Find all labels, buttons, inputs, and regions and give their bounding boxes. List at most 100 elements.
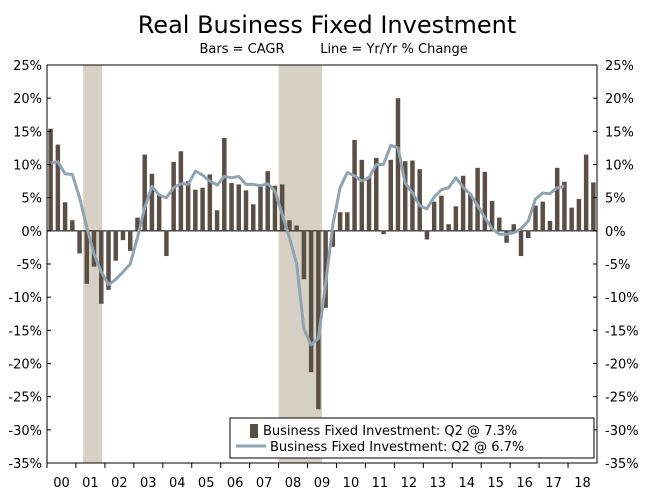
- bar-q1: [48, 128, 53, 231]
- bar-q2: [55, 144, 61, 231]
- recession-band-2: [278, 65, 322, 463]
- y-tick-right-label: -5%: [605, 258, 630, 273]
- bar-q29: [251, 204, 256, 231]
- x-tick-label: 15: [487, 476, 504, 491]
- bar-q69: [540, 201, 545, 231]
- bar-q34: [287, 220, 292, 231]
- y-tick-right-label: 20%: [605, 92, 634, 107]
- line-series: [50, 143, 565, 347]
- y-tick-left-label: 15%: [13, 125, 42, 140]
- x-axis: 00 01 02 03 04 05 06 07 08 09 10 11 12 13 14 15 16 17 18: [46, 463, 591, 491]
- y-tick-left-label: 25%: [13, 59, 42, 74]
- bar-q41: [337, 212, 343, 231]
- y-tick-right-label: -30%: [605, 424, 639, 439]
- bar-q14: [142, 154, 147, 231]
- y-tick-right-label: -15%: [605, 324, 639, 339]
- bar-q44: [359, 159, 365, 231]
- x-tick-label: 13: [430, 476, 447, 491]
- y-tick-left-label: -10%: [8, 291, 42, 306]
- x-tick-label: 07: [256, 476, 273, 491]
- bar-q19: [178, 151, 184, 231]
- bar-q18: [171, 161, 176, 231]
- bar-q50: [402, 161, 408, 231]
- bar-q47: [381, 230, 386, 235]
- y-tick-left-label: -5%: [17, 258, 42, 273]
- bar-q27: [236, 184, 242, 231]
- bar-q74: [576, 198, 582, 231]
- bar-q15: [149, 173, 155, 231]
- bar-q48: [388, 159, 393, 231]
- bar-q54: [431, 201, 437, 231]
- bar-q3: [62, 202, 68, 231]
- y-tick-left-label: 10%: [13, 159, 42, 174]
- x-tick-label: 17: [545, 476, 562, 491]
- y-tick-left-label: 20%: [13, 92, 42, 107]
- bar-q31: [265, 171, 270, 231]
- bar-q67: [526, 230, 531, 239]
- bar-q21: [193, 189, 198, 231]
- bar-q63: [497, 217, 502, 231]
- x-tick-label: 04: [169, 476, 186, 491]
- bar-q55: [439, 195, 444, 231]
- bar-q12: [127, 230, 133, 251]
- x-tick-label: 14: [458, 476, 475, 491]
- yoy-line: [50, 143, 565, 347]
- y-axis-right: 25% 20% 15% 10% 5% 0% -5% -10% -15% -20% -25% -30% -…: [593, 59, 639, 472]
- bar-q64: [504, 230, 509, 243]
- y-tick-right-label: 0%: [605, 225, 626, 240]
- bar-q40: [330, 230, 336, 247]
- y-tick-right-label: -20%: [605, 358, 639, 373]
- bar-q30: [258, 186, 263, 231]
- x-tick-label: 11: [372, 476, 389, 491]
- bar-q22: [200, 187, 205, 231]
- x-tick-label: 05: [198, 476, 215, 491]
- bar-q35: [294, 225, 299, 231]
- bar-q59: [468, 194, 473, 231]
- bar-q65: [511, 224, 517, 231]
- bar-q45: [366, 176, 372, 231]
- bar-q28: [243, 190, 249, 231]
- legend-box: [229, 417, 595, 459]
- y-tick-right-label: -35%: [605, 457, 639, 472]
- y-tick-left-label: 5%: [21, 192, 42, 207]
- x-tick-label: 10: [343, 476, 360, 491]
- bar-q71: [554, 167, 560, 231]
- bar-q68: [533, 205, 538, 231]
- bar-q5: [77, 230, 82, 254]
- bar-q36: [301, 230, 307, 280]
- bar-q9: [106, 230, 111, 290]
- chart-title: Real Business Fixed Investment: [138, 11, 517, 39]
- y-tick-right-label: 25%: [605, 59, 634, 74]
- y-tick-left-label: -35%: [8, 457, 42, 472]
- bar-q33: [279, 184, 285, 231]
- bar-q32: [272, 185, 278, 231]
- bar-q4: [70, 220, 75, 231]
- bar-q76: [591, 182, 596, 231]
- bar-q39: [323, 230, 328, 308]
- bar-q11: [120, 230, 126, 241]
- legend-bar-swatch: [250, 424, 258, 438]
- y-tick-left-label: -30%: [8, 424, 42, 439]
- y-tick-left-label: -15%: [8, 324, 42, 339]
- bar-q58: [460, 175, 466, 231]
- bar-q20: [185, 181, 191, 231]
- bar-q73: [569, 207, 574, 231]
- bar-q38: [316, 230, 321, 410]
- bar-q16: [156, 195, 162, 231]
- bar-q72: [562, 181, 567, 231]
- bar-q10: [113, 230, 118, 261]
- legend-bar-label: Business Fixed Investment: Q2 @ 7.3%: [263, 424, 517, 439]
- bar-q17: [164, 230, 169, 257]
- x-tick-label: 06: [227, 476, 244, 491]
- bar-q46: [374, 157, 379, 231]
- bar-q75: [583, 154, 589, 231]
- x-tick-label: 08: [285, 476, 302, 491]
- bar-q42: [345, 212, 350, 231]
- bar-q43: [352, 139, 357, 231]
- y-tick-right-label: -25%: [605, 391, 639, 406]
- bar-q49: [395, 98, 401, 231]
- bar-q60: [475, 167, 480, 231]
- x-tick-label: 09: [314, 476, 331, 491]
- bar-q37: [308, 230, 314, 373]
